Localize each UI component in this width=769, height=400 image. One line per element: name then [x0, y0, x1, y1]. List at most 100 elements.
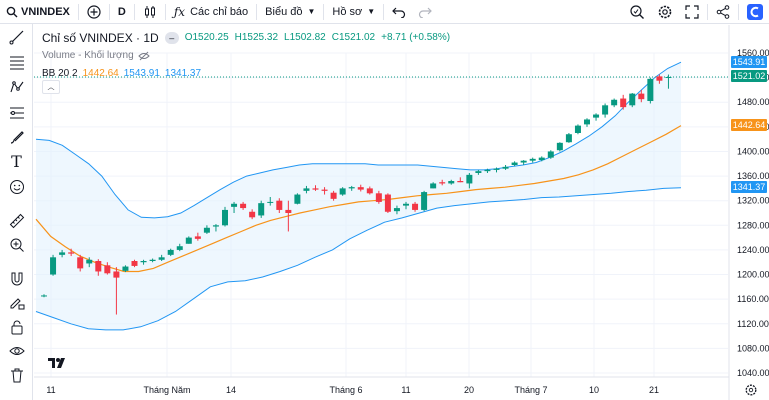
candle-body: [194, 236, 201, 239]
price-tick-label: 1040.00: [737, 368, 769, 378]
candle-body: [276, 200, 283, 210]
candle-body: [267, 201, 274, 203]
bb-upper-line: [35, 61, 682, 219]
visibility-tool[interactable]: [6, 340, 27, 361]
candle-body: [104, 265, 111, 274]
divider: [164, 3, 166, 20]
legend-change: +8.71 (+0.58%): [381, 32, 451, 43]
candle-body: [366, 188, 373, 194]
candle-body: [321, 189, 328, 191]
time-tick-label: 14: [226, 385, 236, 395]
zoom-tool[interactable]: [6, 234, 27, 255]
compare-add-button[interactable]: [81, 0, 107, 24]
quick-search-button[interactable]: [623, 0, 651, 24]
smiley-icon: [9, 179, 24, 194]
axis-settings-gear-icon[interactable]: [744, 383, 758, 397]
stay-drawing-tool[interactable]: [6, 292, 27, 313]
legend-symbol-name[interactable]: Chỉ số VNINDEX · 1D: [42, 31, 159, 45]
search-icon: [6, 6, 18, 17]
fullscreen-icon: [685, 4, 699, 19]
brand-logo-icon: [747, 3, 763, 20]
time-tick-label: 11: [401, 385, 410, 395]
tv-logo-icon: [48, 358, 65, 368]
tradingview-logo[interactable]: [48, 357, 66, 372]
plus-circle-icon: [87, 4, 101, 19]
redo-icon: [419, 7, 433, 18]
drawing-toolbar: T: [0, 24, 33, 400]
candle-body: [611, 99, 618, 106]
last-price-tag: 1521.02: [731, 70, 767, 82]
profile-button[interactable]: Hồ sơ ▼: [326, 0, 381, 24]
candle-body: [167, 249, 174, 255]
legend-volume-label[interactable]: Volume - Khối lượng: [42, 50, 134, 61]
brand-button[interactable]: [741, 0, 769, 24]
time-tick-label: Tháng Năm: [143, 385, 190, 395]
emoji-tool[interactable]: [6, 176, 27, 197]
price-tick-label: 1280.00: [737, 220, 769, 230]
candle-body: [330, 192, 337, 199]
candle-body: [475, 171, 482, 173]
fib-lines-icon: [9, 55, 24, 70]
eye-slash-icon[interactable]: [137, 51, 150, 61]
text-tool[interactable]: T: [6, 151, 27, 172]
symbol-label: VNINDEX: [21, 5, 70, 18]
candle-body: [158, 257, 165, 260]
trendline-icon: [9, 30, 23, 44]
fib-tool[interactable]: [6, 51, 27, 72]
forecast-tool[interactable]: [6, 101, 27, 122]
interval-label: D: [117, 5, 126, 18]
time-tick-label: 11: [46, 385, 55, 395]
brush-tool[interactable]: [6, 126, 27, 147]
candle-body: [222, 209, 228, 226]
candle-body: [629, 93, 636, 106]
interval-button[interactable]: D: [112, 0, 132, 24]
fx-icon: ƒx: [173, 4, 186, 19]
pattern-tool[interactable]: [6, 76, 27, 97]
trendline-tool[interactable]: [6, 26, 27, 47]
fullscreen-button[interactable]: [679, 0, 705, 24]
price-tick-label: 1400.00: [737, 146, 769, 156]
legend-bb-label[interactable]: BB 20 2: [42, 68, 78, 79]
candle-body: [439, 182, 446, 184]
chart-style-button[interactable]: [137, 0, 163, 24]
settings-button[interactable]: [651, 0, 679, 24]
bb-upper-price-tag: 1543.91: [731, 56, 767, 68]
time-tick-label: Tháng 7: [514, 385, 547, 395]
candle-body: [647, 78, 654, 101]
candle-body: [249, 211, 256, 218]
candle-body: [203, 227, 210, 233]
symbol-search-button[interactable]: VNINDEX: [0, 0, 76, 24]
text-icon: T: [11, 152, 22, 171]
chart-type-button[interactable]: Biểu đồ ▼: [259, 0, 321, 24]
lock-tool[interactable]: [6, 316, 27, 337]
time-tick-label: 10: [589, 385, 599, 395]
ruler-icon: [9, 213, 24, 228]
candle-body: [412, 203, 419, 210]
indicators-button[interactable]: ƒx Các chỉ báo: [168, 0, 254, 24]
undo-button[interactable]: [386, 0, 412, 24]
price-tick-label: 1240.00: [737, 245, 769, 255]
bb-band-fill: [36, 62, 681, 330]
redo-button[interactable]: [412, 0, 438, 24]
candle-body: [212, 225, 219, 227]
candles: [41, 74, 672, 315]
candle-body: [176, 246, 183, 250]
magnet-icon: [11, 272, 22, 285]
candle-body: [393, 208, 400, 212]
legend-toggle-button[interactable]: ︿: [42, 80, 60, 94]
price-tick-label: 1080.00: [737, 343, 769, 353]
ruler-tool[interactable]: [6, 210, 27, 231]
time-axis[interactable]: 11 Tháng Năm 14 Tháng 6 11 20 Tháng 7 10 21: [34, 376, 729, 395]
candle-body: [430, 183, 437, 189]
legend-collapse-icon[interactable]: –: [164, 32, 179, 44]
magnet-tool[interactable]: [6, 268, 27, 289]
share-button[interactable]: [710, 0, 736, 24]
divider: [738, 3, 739, 20]
eye-icon: [8, 346, 25, 355]
candle-body: [638, 93, 645, 100]
candle-body: [457, 181, 464, 183]
remove-tool[interactable]: [6, 364, 27, 385]
candle-body: [240, 203, 247, 209]
